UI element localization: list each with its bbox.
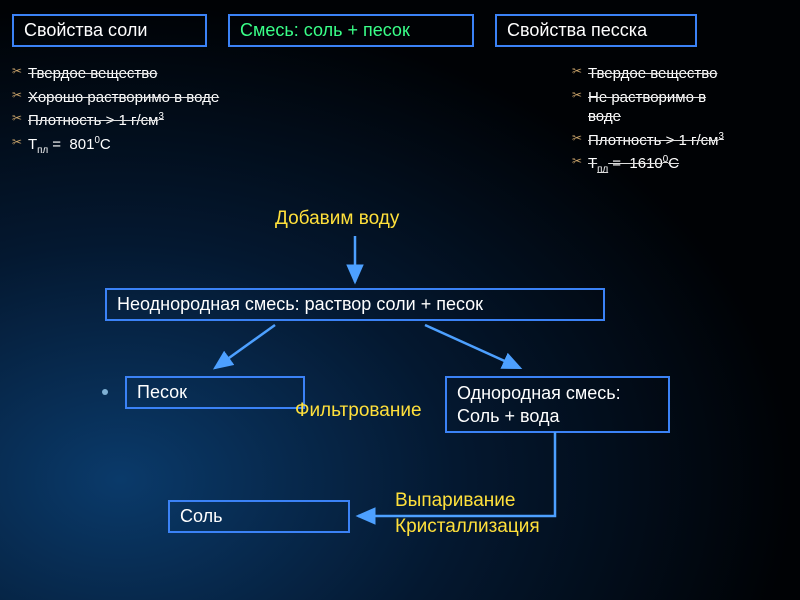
label-evaporation: Выпаривание <box>395 490 516 512</box>
label-add-water: Добавим воду <box>275 208 399 230</box>
t: Кристаллизация <box>395 516 540 537</box>
box-salt: Соль <box>168 500 350 533</box>
t: Выпаривание <box>395 490 516 511</box>
t: Тпл = 8010С <box>28 136 111 153</box>
box-sand: Песок <box>125 376 305 409</box>
label: Свойства соли <box>24 20 147 40</box>
list-item: Тпл = 8010С <box>12 135 262 158</box>
t: Плотность > 1 г/см3 <box>588 132 724 149</box>
salt-properties-list: Твердое вещество Хорошо растворимо в вод… <box>12 64 262 161</box>
list-item: Твердое вещество <box>572 64 782 84</box>
label-filtration: Фильтрование <box>295 400 422 422</box>
t: Добавим воду <box>275 208 399 229</box>
sand-properties-list: Твердое вещество Не растворимо вводе Пло… <box>572 64 782 181</box>
list-item: Плотность > 1 г/см3 <box>572 131 782 151</box>
bullet-dot-icon <box>102 389 108 395</box>
list-item: Тпл = 16100С <box>572 154 782 177</box>
box-salt-props-title: Свойства соли <box>12 14 207 47</box>
box-homo-mix: Однородная смесь: Соль + вода <box>445 376 670 433</box>
t: Соль + вода <box>457 406 560 426</box>
box-mix-title: Смесь: соль + песок <box>228 14 474 47</box>
t: Песок <box>137 382 187 402</box>
t: Плотность > 1 г/см3 <box>28 112 164 129</box>
box-mixture: Неоднородная смесь: раствор соли + песок <box>105 288 605 321</box>
box-sand-props-title: Свойства песска <box>495 14 697 47</box>
t: Фильтрование <box>295 400 422 421</box>
t: Соль <box>180 506 223 526</box>
list-item: Плотность > 1 г/см3 <box>12 111 262 131</box>
list-item: Твердое вещество <box>12 64 262 84</box>
list-item: Хорошо растворимо в воде <box>12 88 262 108</box>
label: Смесь: соль + песок <box>240 20 410 40</box>
label: Свойства песска <box>507 20 647 40</box>
list-item: Не растворимо вводе <box>572 88 782 127</box>
label-crystallization: Кристаллизация <box>395 516 540 538</box>
t: Не растворимо вводе <box>588 89 706 126</box>
t: Однородная смесь: <box>457 383 621 403</box>
t: Твердое вещество <box>28 65 157 82</box>
t: Твердое вещество <box>588 65 717 82</box>
t: Хорошо растворимо в воде <box>28 89 219 106</box>
t: Неоднородная смесь: раствор соли + песок <box>117 294 483 314</box>
t: Тпл = 16100С <box>588 155 679 172</box>
